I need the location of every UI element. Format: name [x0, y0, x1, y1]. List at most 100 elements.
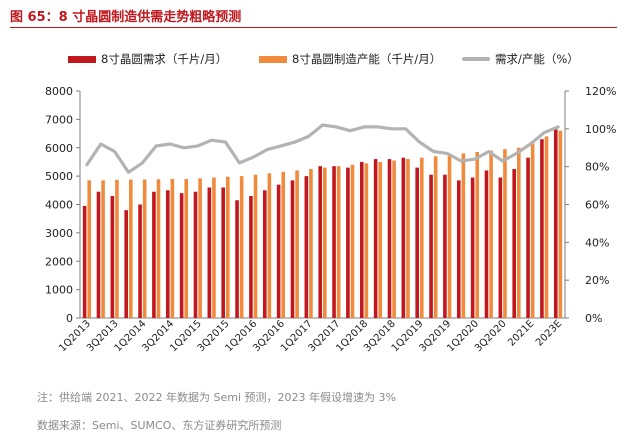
legend-label-capacity: 8寸晶圆制造产能（千片/月） — [292, 52, 442, 66]
legend-swatch-ratio — [462, 57, 490, 61]
capacity-bar — [475, 152, 480, 318]
demand-bar — [96, 191, 101, 318]
capacity-bar — [433, 156, 438, 318]
legend-item-ratio: 需求/产能（%） — [462, 50, 579, 68]
demand-bar — [235, 200, 239, 318]
y-left-tick-label: 7000 — [45, 113, 73, 126]
y-right-tick-label: 120% — [585, 85, 616, 98]
capacity-bar — [378, 161, 383, 318]
demand-bar — [456, 180, 461, 318]
demand-bar — [304, 176, 309, 318]
demand-bar — [124, 210, 128, 318]
capacity-bar — [392, 160, 396, 318]
demand-bar — [193, 191, 198, 318]
demand-bar — [470, 177, 475, 318]
demand-bar — [512, 169, 516, 318]
demand-bar — [221, 187, 225, 318]
capacity-bar — [253, 174, 258, 318]
chart-footnote: 注：供给端 2021、2022 年数据为 Semi 预测，2023 年假设增速为… — [37, 391, 396, 404]
demand-bar — [498, 177, 503, 318]
demand-bar — [526, 157, 530, 318]
legend-item-capacity: 8寸晶圆制造产能（千片/月） — [259, 50, 441, 68]
y-left-tick-label: 3000 — [45, 227, 73, 240]
capacity-bar — [170, 178, 175, 318]
capacity-bar — [350, 164, 355, 318]
capacity-bar — [115, 179, 119, 318]
capacity-bar — [267, 173, 272, 318]
y-left-tick-label: 0 — [66, 312, 73, 325]
legend-item-demand: 8寸晶圆需求（千片/月） — [68, 50, 227, 68]
demand-bar — [540, 139, 544, 318]
capacity-bar — [364, 163, 369, 318]
demand-bar — [290, 180, 295, 318]
capacity-bar — [447, 154, 452, 318]
capacity-bar — [198, 178, 202, 318]
capacity-bar — [544, 136, 549, 318]
demand-bar — [415, 167, 419, 318]
demand-bar — [401, 157, 406, 318]
capacity-bar — [212, 177, 216, 318]
demand-bar — [484, 170, 489, 318]
demand-bar — [262, 190, 267, 318]
y-left-tick-label: 2000 — [45, 255, 73, 268]
title-underline — [10, 27, 617, 28]
capacity-bar — [239, 176, 244, 318]
capacity-bar — [406, 159, 410, 318]
demand-bar — [82, 205, 87, 318]
y-right-tick-label: 80% — [585, 161, 609, 174]
y-left-tick-label: 4000 — [45, 199, 73, 212]
legend-label-ratio: 需求/产能（%） — [495, 52, 579, 66]
capacity-bar — [420, 157, 424, 318]
demand-bar — [373, 159, 378, 318]
y-right-tick-label: 100% — [585, 123, 616, 136]
bar-marks — [82, 129, 563, 318]
capacity-bar — [129, 179, 133, 318]
demand-bar — [359, 161, 364, 318]
demand-bar — [110, 195, 115, 318]
capacity-bar — [323, 167, 327, 318]
demand-bar — [276, 184, 281, 318]
ratio-line — [85, 123, 560, 174]
data-source: 数据来源：Semi、SUMCO、东方证券研究所预测 — [37, 419, 282, 432]
y-right-tick-label: 60% — [585, 199, 609, 212]
chart-legend: 8寸晶圆需求（千片/月） 8寸晶圆制造产能（千片/月） 需求/产能（%） — [0, 50, 627, 68]
demand-bar — [429, 174, 433, 318]
capacity-bar — [226, 176, 230, 318]
demand-bar — [443, 174, 447, 318]
y-left-tick-label: 1000 — [45, 284, 73, 297]
legend-swatch-capacity — [259, 55, 287, 63]
capacity-bar — [101, 180, 105, 318]
y-left-tick-label: 6000 — [45, 142, 73, 155]
demand-bar — [249, 195, 253, 318]
x-tick-label: 2021E — [506, 318, 536, 348]
x-tick-label: 2023E — [534, 318, 564, 348]
capacity-bar — [281, 171, 286, 318]
ratio-line-group — [85, 123, 560, 174]
capacity-bar — [295, 170, 299, 318]
y-left-tick-label: 8000 — [45, 85, 73, 98]
capacity-bar — [503, 149, 507, 318]
legend-label-demand: 8寸晶圆需求（千片/月） — [101, 52, 228, 66]
capacity-bar — [156, 179, 161, 318]
capacity-bar — [530, 143, 535, 318]
capacity-bar — [461, 153, 466, 318]
capacity-bar — [558, 130, 563, 318]
demand-bar — [152, 191, 156, 318]
demand-bar — [346, 167, 350, 318]
demand-bar — [387, 159, 392, 318]
capacity-bar — [336, 166, 341, 318]
demand-bar — [318, 166, 322, 318]
legend-swatch-demand — [68, 55, 96, 63]
capacity-bar — [517, 147, 521, 318]
capacity-bar — [489, 150, 493, 318]
demand-bar — [207, 187, 212, 318]
demand-bar — [553, 129, 558, 318]
capacity-bar — [309, 169, 313, 318]
capacity-bar — [87, 180, 92, 318]
demand-bar — [332, 166, 336, 318]
demand-bar — [138, 204, 142, 318]
demand-bar — [179, 193, 184, 318]
capacity-bar — [142, 179, 147, 318]
capacity-bar — [184, 178, 189, 318]
